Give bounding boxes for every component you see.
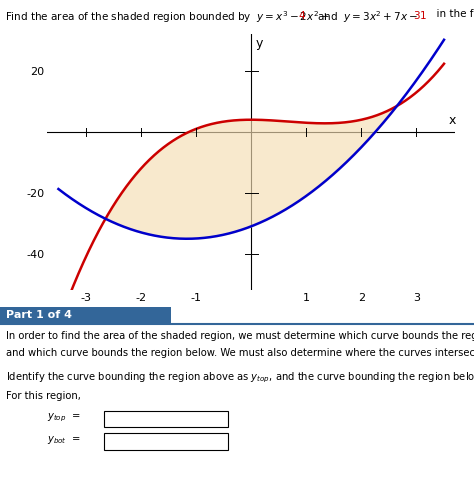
Text: For this region,: For this region, [6, 391, 81, 401]
FancyBboxPatch shape [104, 433, 228, 450]
FancyBboxPatch shape [0, 307, 171, 324]
Text: $4$: $4$ [298, 9, 306, 21]
Text: $31$: $31$ [413, 9, 427, 21]
Text: in the figure: in the figure [430, 9, 474, 19]
Text: In order to find the area of the shaded region, we must determine which curve bo: In order to find the area of the shaded … [6, 331, 474, 341]
Text: $y_{bot}$  =: $y_{bot}$ = [47, 434, 81, 446]
Text: and which curve bounds the region below. We must also determine where the curves: and which curve bounds the region below.… [6, 348, 474, 358]
Text: Part 1 of 4: Part 1 of 4 [6, 310, 72, 320]
Text: and  $y = 3x^2 + 7x -$: and $y = 3x^2 + 7x -$ [311, 9, 421, 25]
Text: $y_{top}$  =: $y_{top}$ = [47, 412, 81, 425]
Text: Find the area of the shaded region bounded by  $y = x^3 - 2x^2 +$: Find the area of the shaded region bound… [5, 9, 333, 25]
Text: x: x [448, 114, 456, 127]
Text: Identify the curve bounding the region above as $y_{top}$, and the curve boundin: Identify the curve bounding the region a… [6, 370, 474, 385]
Text: y: y [256, 37, 263, 51]
FancyBboxPatch shape [104, 411, 228, 428]
